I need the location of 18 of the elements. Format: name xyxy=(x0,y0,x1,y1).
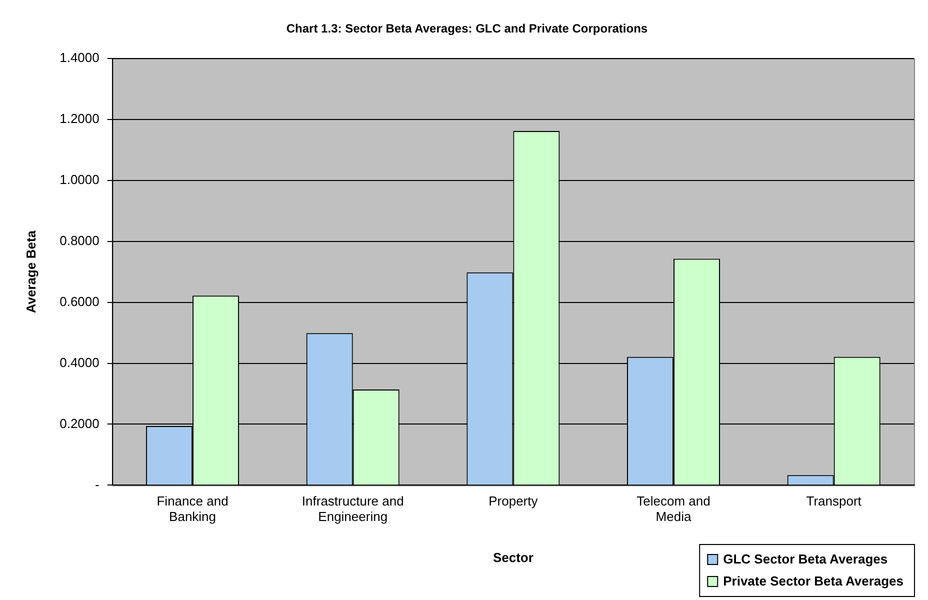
x-tick-label: Transport xyxy=(806,494,862,509)
y-tick-label: 1.4000 xyxy=(60,50,100,65)
legend-label: GLC Sector Beta Averages xyxy=(723,552,888,567)
y-tick-label: 1.0000 xyxy=(60,172,100,187)
y-tick-label: - xyxy=(95,476,100,492)
y-tick-label: 0.6000 xyxy=(60,294,100,309)
x-tick-label: Infrastructure and Engineering xyxy=(302,494,404,524)
x-tick-label: Telecom and Media xyxy=(636,494,710,524)
y-tick-label: 1.2000 xyxy=(60,110,100,126)
x-axis-title: Sector xyxy=(492,550,534,565)
x-tick-label: Finance and Banking xyxy=(156,494,228,524)
y-axis-title: Average Beta xyxy=(23,230,38,314)
y-tick-label: 0.2000 xyxy=(60,416,100,431)
x-tick-label: Property xyxy=(488,494,538,509)
chart-title: Chart 1.3: Sector Beta Averages: GLC and Private Corporations xyxy=(286,22,648,36)
y-tick-label: 0.4000 xyxy=(60,354,100,370)
y-tick-label: 0.8000 xyxy=(60,232,100,248)
legend-label: Private Sector Beta Averages xyxy=(723,574,904,589)
